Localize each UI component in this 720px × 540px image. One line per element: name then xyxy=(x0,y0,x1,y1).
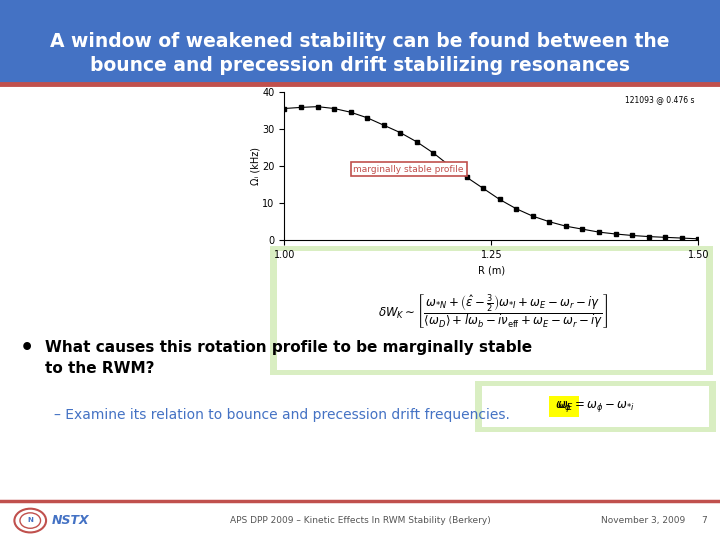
Text: bounce and precession drift stabilizing resonances: bounce and precession drift stabilizing … xyxy=(90,56,630,76)
FancyBboxPatch shape xyxy=(482,386,709,427)
Y-axis label: Ωᵢ (kHz): Ωᵢ (kHz) xyxy=(251,147,261,185)
Text: 121093 @ 0.476 s: 121093 @ 0.476 s xyxy=(625,95,694,104)
FancyBboxPatch shape xyxy=(0,501,720,540)
Text: – Examine its relation to bounce and precession drift frequencies.: – Examine its relation to bounce and pre… xyxy=(54,408,510,422)
Text: $\omega_\phi$: $\omega_\phi$ xyxy=(555,399,572,414)
Text: $\omega_E = \omega_\phi - \omega_{*i}$: $\omega_E = \omega_\phi - \omega_{*i}$ xyxy=(557,399,635,414)
Text: •: • xyxy=(20,338,35,357)
Text: marginally stable profile: marginally stable profile xyxy=(354,165,464,173)
Text: N: N xyxy=(27,517,33,523)
FancyBboxPatch shape xyxy=(270,246,713,375)
X-axis label: R (m): R (m) xyxy=(478,266,505,275)
Text: What causes this rotation profile to be marginally stable
to the RWM?: What causes this rotation profile to be … xyxy=(45,340,532,376)
FancyBboxPatch shape xyxy=(475,381,716,432)
Text: A window of weakened stability can be found between the: A window of weakened stability can be fo… xyxy=(50,31,670,51)
FancyBboxPatch shape xyxy=(549,396,579,417)
FancyBboxPatch shape xyxy=(277,251,706,370)
Text: November 3, 2009: November 3, 2009 xyxy=(601,516,685,525)
Text: 7: 7 xyxy=(701,516,707,525)
Text: NSTX: NSTX xyxy=(52,514,89,527)
Text: APS DPP 2009 – Kinetic Effects In RWM Stability (Berkery): APS DPP 2009 – Kinetic Effects In RWM St… xyxy=(230,516,490,525)
Text: $\delta W_K \sim \left[\dfrac{\omega_{*N} + \left(\hat{\varepsilon} - \frac{3}{2: $\delta W_K \sim \left[\dfrac{\omega_{*N… xyxy=(378,292,608,329)
FancyBboxPatch shape xyxy=(0,0,720,84)
